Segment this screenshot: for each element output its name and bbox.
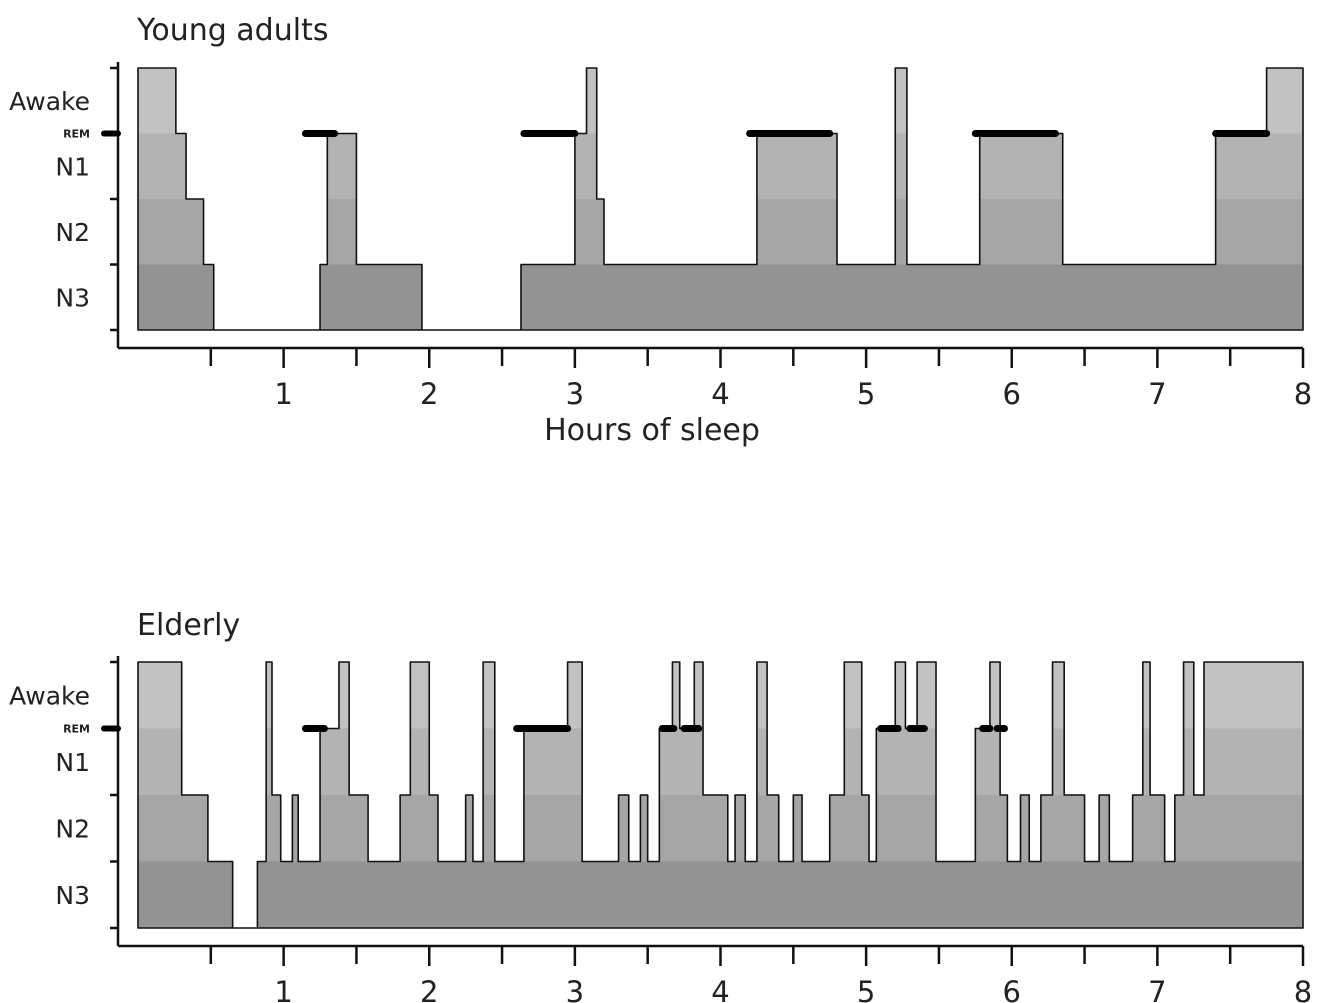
hypnogram-line	[137, 661, 1304, 929]
y-axis-label-n2: N2	[55, 218, 90, 247]
y-axis-label-n1: N1	[55, 748, 90, 777]
y-axis-label-awake: Awake	[9, 681, 90, 710]
x-tick-label: 2	[420, 975, 438, 1003]
x-tick-label: 1	[274, 377, 292, 411]
hypnogram-fill	[138, 68, 1303, 330]
y-axis-label-awake: Awake	[9, 87, 90, 116]
y-axis-label-n3: N3	[55, 881, 90, 910]
x-tick-label: 1	[274, 975, 292, 1003]
stage-band-0	[138, 68, 1303, 134]
panel-title-elderly: Elderly	[137, 608, 240, 643]
stage-band-1	[138, 133, 1303, 199]
x-tick-label: 8	[1294, 377, 1312, 411]
y-axis-label-n3: N3	[55, 283, 90, 312]
x-tick-label: 6	[1003, 975, 1021, 1003]
x-tick-label: 7	[1148, 975, 1166, 1003]
x-tick-label: 6	[1003, 377, 1021, 411]
y-axis-label-rem: REM	[63, 723, 90, 736]
x-tick-label: 4	[711, 975, 729, 1003]
elderly-panel: Elderly Awake REM N1 N2 N3 1 2 3 4 5 6 7 8	[9, 608, 1312, 1003]
x-tick-label: 3	[566, 377, 584, 411]
y-axis-label-rem: REM	[63, 128, 90, 141]
stage-band-2	[138, 795, 1303, 862]
x-tick-label: 2	[420, 377, 438, 411]
x-tick-label: 8	[1294, 975, 1312, 1003]
stage-band-0	[138, 662, 1303, 729]
stage-band-3	[138, 264, 1303, 330]
y-axis-label-n1: N1	[55, 152, 90, 181]
x-tick-label: 7	[1148, 377, 1166, 411]
y-axis-label-n2: N2	[55, 814, 90, 843]
x-axis-title: Hours of sleep	[544, 413, 760, 448]
stage-band-3	[138, 861, 1303, 928]
panel-title-young-adults: Young adults	[136, 13, 328, 48]
young-adults-panel: Young adults Awake REM N1 N2 N3 1 2 3 4 5 6 7 8 Hours…	[9, 13, 1312, 448]
stage-band-1	[138, 728, 1303, 795]
stage-band-2	[138, 199, 1303, 265]
x-tick-label: 3	[566, 975, 584, 1003]
x-tick-label: 5	[857, 377, 875, 411]
x-tick-label: 4	[711, 377, 729, 411]
hypnogram-line	[137, 67, 1304, 331]
x-tick-label: 5	[857, 975, 875, 1003]
